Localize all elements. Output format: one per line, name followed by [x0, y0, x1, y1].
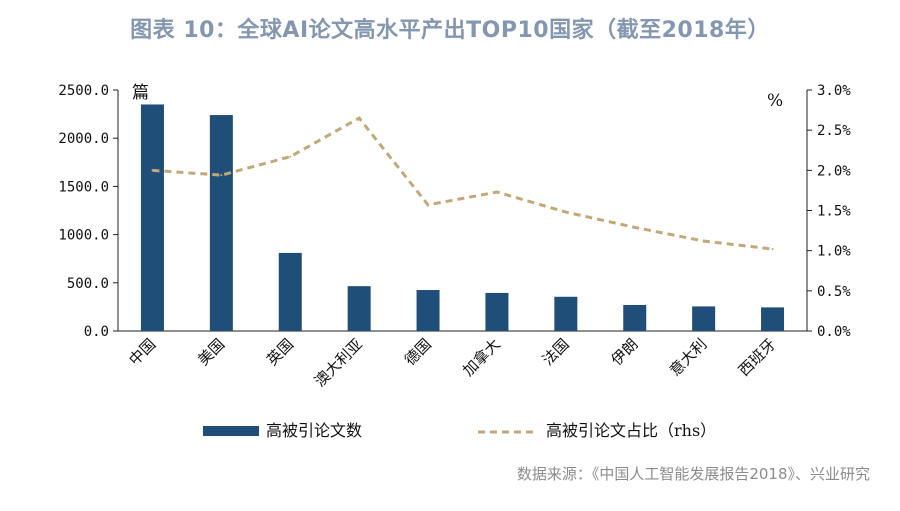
category-label: 德国 — [401, 335, 435, 369]
category-label: 美国 — [194, 335, 228, 369]
category-labels: 中国 美国 英国 澳大利亚 德国 加拿大 法国 伊朗 意大利 西班牙 — [125, 335, 779, 390]
line-point — [633, 226, 636, 229]
line-point — [427, 203, 430, 206]
category-label: 加拿大 — [459, 335, 504, 380]
line-point — [495, 191, 498, 194]
left-tick-label: 1000.0 — [58, 228, 109, 244]
category-label: 英国 — [263, 335, 297, 369]
category-label: 意大利 — [666, 335, 711, 380]
category-label: 澳大利亚 — [311, 335, 366, 390]
bar — [140, 104, 164, 332]
right-tick-label: 2.0% — [817, 163, 851, 179]
legend: 高被引论文数 高被引论文占比（rhs） — [203, 421, 716, 440]
left-tick-label: 1500.0 — [58, 179, 109, 195]
right-tick-label: 0.0% — [817, 324, 851, 340]
category-label: 伊朗 — [608, 335, 642, 369]
bar — [554, 296, 578, 331]
legend-line-label: 高被引论文占比（rhs） — [546, 421, 716, 440]
left-tick-label: 2500.0 — [58, 83, 109, 99]
category-label: 法国 — [539, 335, 573, 369]
left-tick-label: 0.0 — [84, 324, 109, 340]
bar — [485, 292, 509, 331]
left-tick-label: 2000.0 — [58, 131, 109, 147]
right-tick-label: 2.5% — [817, 123, 851, 139]
bar — [278, 252, 302, 331]
right-tick-label: 0.5% — [817, 284, 851, 300]
left-axis-unit: 篇 — [132, 83, 149, 103]
left-tick-label: 500.0 — [67, 276, 109, 292]
bar — [209, 115, 233, 332]
right-tick-label: 3.0% — [817, 83, 851, 99]
right-axis-unit: % — [767, 91, 783, 111]
line-point — [220, 174, 223, 177]
bar — [623, 304, 647, 331]
category-label: 中国 — [125, 335, 159, 369]
line-point — [358, 117, 361, 120]
category-label: 西班牙 — [735, 335, 780, 380]
chart-title: 图表 10：全球AI论文高水平产出TOP10国家（截至2018年） — [130, 18, 770, 43]
bar — [761, 307, 785, 331]
right-tick-label: 1.5% — [817, 204, 851, 220]
line-point — [151, 169, 154, 172]
bar — [347, 286, 371, 331]
line-point — [771, 248, 774, 251]
line-series — [151, 116, 774, 251]
bar-series — [140, 104, 785, 332]
bar — [416, 290, 440, 331]
right-axis: 3.0% 2.5% 2.0% 1.5% 1.0% 0.5% 0.0%% — [767, 83, 851, 340]
line-point — [289, 155, 292, 158]
line-point — [702, 240, 705, 243]
source-note: 数据来源：《中国人工智能发展报告2018》、兴业研究 — [516, 465, 870, 483]
line-point — [564, 211, 567, 214]
line-path — [152, 116, 773, 251]
right-tick-label: 1.0% — [817, 244, 851, 260]
legend-bar-swatch — [203, 426, 259, 436]
bar — [692, 306, 716, 331]
legend-bar-label: 高被引论文数 — [266, 421, 362, 440]
